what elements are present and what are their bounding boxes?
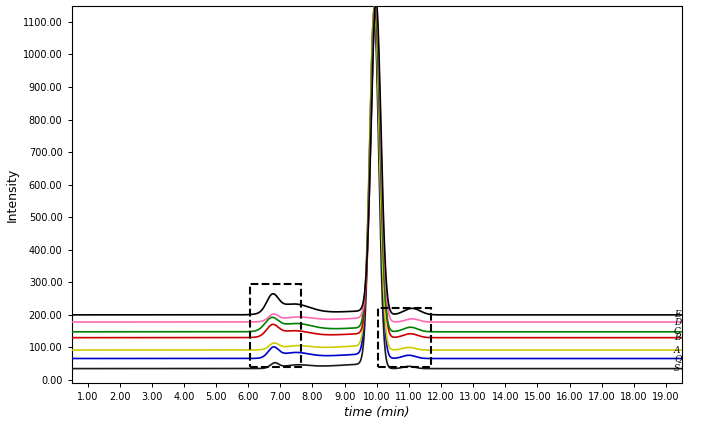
Text: E: E xyxy=(674,310,681,319)
Text: A: A xyxy=(674,346,681,354)
Text: Q: Q xyxy=(674,354,681,363)
X-axis label: time (min): time (min) xyxy=(344,406,410,419)
Text: B: B xyxy=(674,333,681,342)
Text: C: C xyxy=(674,327,681,336)
Text: S: S xyxy=(674,364,680,373)
Bar xyxy=(379,309,431,367)
Text: D: D xyxy=(674,317,681,326)
Y-axis label: Intensity: Intensity xyxy=(6,167,18,221)
Bar xyxy=(250,284,301,367)
